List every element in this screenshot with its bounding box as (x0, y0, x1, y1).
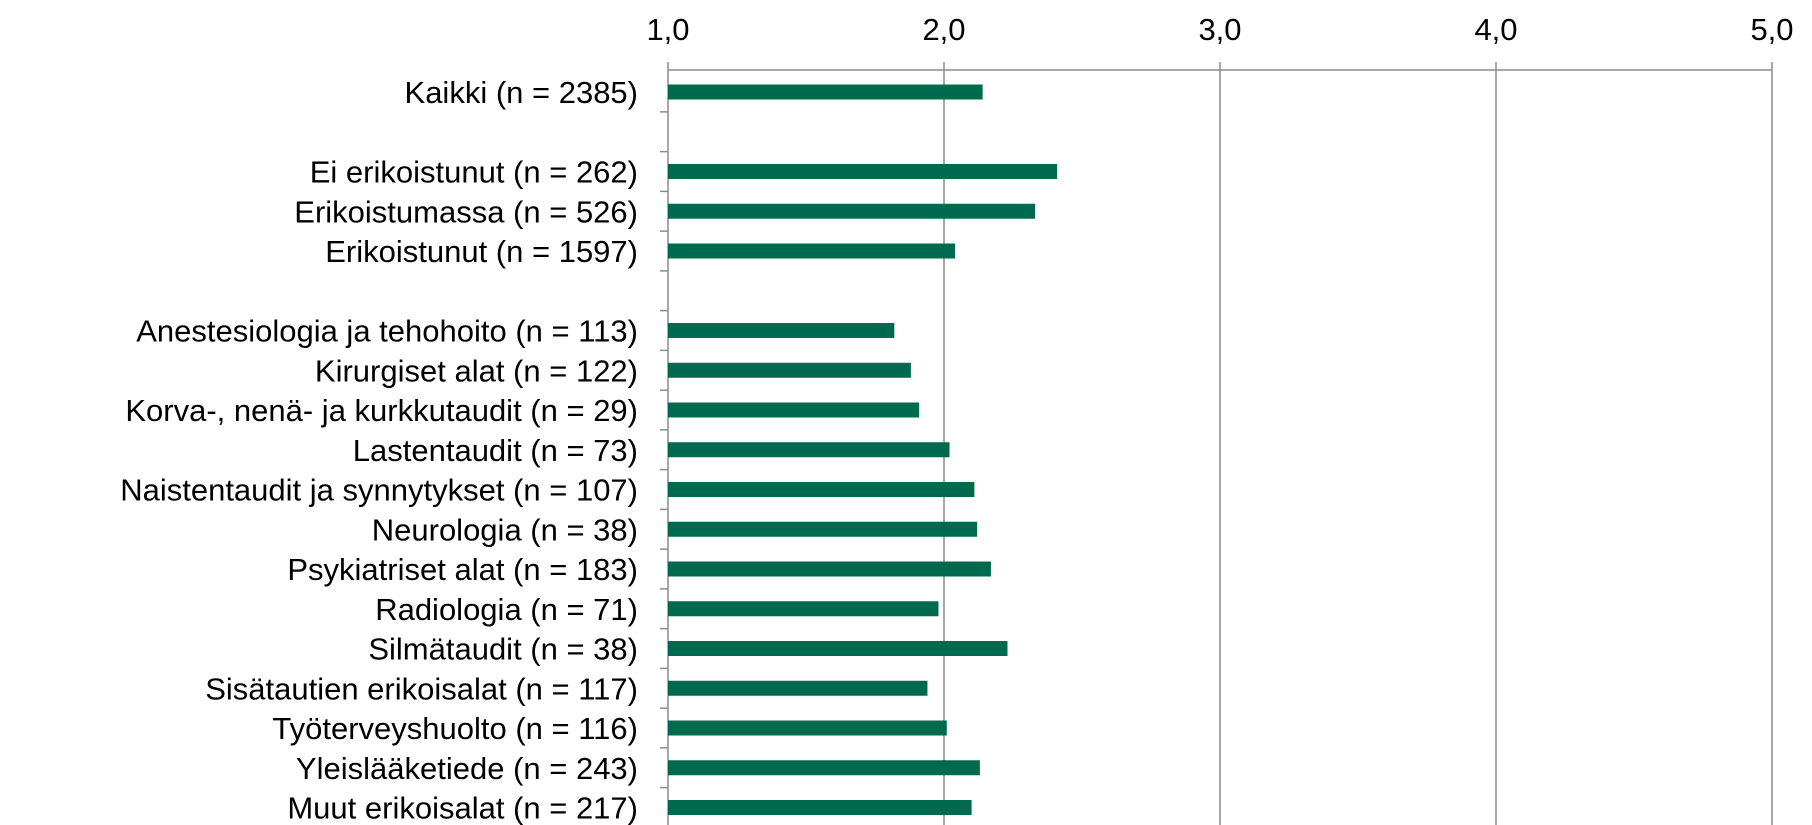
bar (668, 323, 895, 338)
bar (668, 641, 1008, 656)
category-label: Erikoistunut (n = 1597) (325, 234, 638, 269)
category-label: Neurologia (n = 38) (372, 512, 638, 547)
x-tick-label: 2,0 (922, 12, 965, 47)
category-label: Lastentaudit (n = 73) (353, 433, 638, 468)
value-axis-ticks: 1,0 2,0 3,0 4,0 5,0 (646, 12, 1794, 70)
category-label: Korva-, nenä- ja kurkkutaudit (n = 29) (125, 393, 638, 428)
bar (668, 84, 983, 100)
bar (668, 800, 972, 815)
bar (668, 521, 978, 537)
category-label: Muut erikoisalat (n = 217) (287, 791, 638, 825)
category-label: Anestesiologia ja tehohoito (n = 113) (136, 314, 638, 349)
category-label: Erikoistumassa (n = 526) (294, 194, 638, 229)
x-tick-label: 4,0 (1474, 12, 1517, 47)
category-label: Työterveyshuolto (n = 116) (272, 711, 638, 746)
category-label: Naistentaudit ja synnytykset (n = 107) (120, 473, 638, 508)
x-tick-label: 5,0 (1750, 12, 1793, 47)
bars (668, 84, 1058, 815)
category-label: Sisätautien erikoisalat (n = 117) (205, 671, 638, 706)
bar (668, 482, 975, 497)
bar (668, 720, 947, 736)
bar (668, 760, 980, 776)
category-label: Psykiatriset alat (n = 183) (287, 552, 638, 587)
x-tick-label: 1,0 (646, 12, 689, 47)
bar (668, 601, 939, 617)
category-label: Kirurgiset alat (n = 122) (315, 353, 638, 388)
bar (668, 402, 920, 418)
bar (668, 680, 928, 696)
category-label: Radiologia (n = 71) (375, 592, 638, 627)
category-label: Ei erikoistunut (n = 262) (310, 155, 638, 190)
category-label: Silmätaudit (n = 38) (368, 632, 638, 667)
category-labels: Kaikki (n = 2385) Ei erikoistunut (n = 26… (120, 75, 638, 825)
bar (668, 442, 950, 458)
category-label: Yleislääketiede (n = 243) (296, 751, 638, 786)
bar (668, 362, 911, 378)
bar (668, 243, 956, 259)
gridlines (943, 70, 1773, 825)
bar (668, 164, 1058, 179)
category-label: Kaikki (n = 2385) (405, 75, 638, 110)
bar (668, 561, 991, 577)
x-tick-label: 3,0 (1198, 12, 1241, 47)
bar (668, 203, 1036, 219)
